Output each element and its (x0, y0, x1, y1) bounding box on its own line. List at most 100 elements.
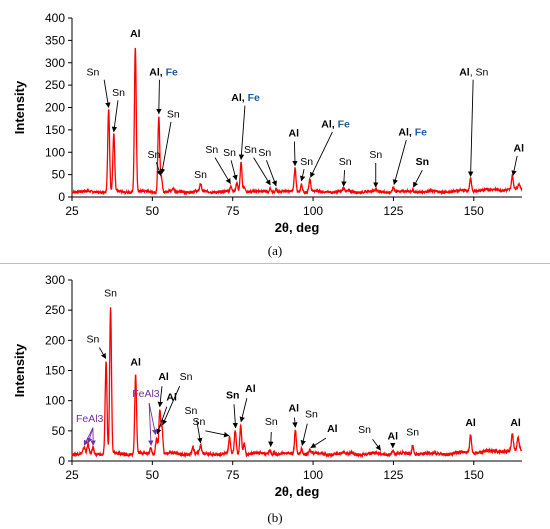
peak-annotation-label: Sn (112, 87, 125, 99)
feal3-arrow (148, 402, 158, 435)
peak-annotation-label: Al (327, 423, 338, 435)
y-tick-label: 150 (45, 123, 65, 137)
annotation-arrow (156, 406, 168, 435)
y-axis-title: Intensity (12, 80, 27, 134)
peak-annotation-label: Sn (300, 156, 313, 168)
annotation-arrow (157, 386, 163, 408)
peak-annotation-label: Al, Fe (149, 66, 178, 78)
peak-annotation-label: Al (514, 142, 525, 154)
peak-annotation-label: Sn (223, 147, 236, 159)
y-tick-label: 50 (52, 168, 66, 182)
y-tick-label: 400 (45, 11, 65, 25)
x-tick-label: 125 (383, 204, 403, 218)
x-tick-label: 75 (226, 204, 240, 218)
y-tick-label: 350 (45, 33, 65, 47)
peak-annotation-label: Al (388, 430, 399, 442)
y-tick-label: 100 (45, 394, 65, 408)
peak-annotation-label: Sn (148, 149, 161, 161)
annotation-arrow (268, 432, 274, 448)
chart-panel-a: 0 50 100 150 200 250 300 350 400 25 50 75 100 125 150 2… (12, 11, 524, 235)
y-tick-label: 300 (45, 273, 65, 287)
x-tick-label: 150 (464, 204, 484, 218)
diffraction-series-line (71, 307, 523, 459)
annotation-arrow (155, 161, 162, 177)
annotation-arrow (239, 398, 248, 423)
peak-annotation-label: Al, Fe (398, 127, 427, 139)
x-tick-label: 50 (146, 204, 160, 218)
x-tick-label: 25 (65, 468, 79, 482)
annotation-arrow (300, 423, 308, 446)
peak-annotation-label: Sn (193, 416, 206, 428)
y-tick-label: 50 (52, 424, 66, 438)
peak-annotation-label: Sn (226, 389, 239, 401)
y-tick-label: 300 (45, 56, 65, 70)
annotation-arrow (205, 430, 230, 438)
peak-annotation-label: FeAl3 (132, 388, 160, 400)
peak-annotation-label: Al (510, 417, 521, 429)
peak-annotation-label: Al, Fe (231, 92, 260, 104)
peak-annotation-label: Sn (167, 108, 180, 120)
peak-annotation-label: Sn (104, 287, 117, 299)
chart-panel-b: 0 50 100 150 200 250 300 25 50 75 100 125 150 2θ, deg… (12, 273, 523, 499)
feal3-arrow (83, 427, 94, 446)
peak-annotation-label: Al (158, 371, 169, 383)
peak-annotation-label: Al (289, 403, 300, 415)
peak-annotation-label: Sn (86, 334, 99, 346)
annotation-arrow (468, 79, 474, 177)
y-tick-label: 250 (45, 303, 65, 317)
annotation-arrow (292, 417, 298, 428)
peak-annotation-label: Al (130, 357, 141, 369)
annotation-arrow (196, 419, 203, 444)
x-axis-title: 2θ, deg (275, 220, 320, 235)
peak-annotation-label: Sn (265, 416, 278, 428)
annotation-arrow (230, 160, 238, 181)
annotation-arrow (266, 160, 277, 187)
x-axis-title: 2θ, deg (275, 484, 320, 499)
y-tick-label: 250 (45, 78, 65, 92)
diffraction-series-line (71, 47, 523, 196)
annotation-arrow (310, 131, 333, 178)
panel-a-label: (a) (268, 243, 282, 258)
annotation-arrow (214, 157, 231, 185)
peak-annotation-label: Sn (194, 169, 207, 181)
annotation-arrow (253, 157, 271, 186)
peak-annotation-label: Al, Fe (321, 119, 350, 131)
annotation-arrow (159, 121, 172, 175)
peak-annotation-label: Al, Sn (459, 66, 488, 78)
annotation-arrow (372, 439, 381, 451)
annotation-arrow (392, 140, 407, 185)
x-tick-label: 25 (65, 204, 79, 218)
peak-annotation-label: Al (289, 128, 300, 140)
peak-annotation-label: Al (465, 417, 476, 429)
peak-annotation-label: Al (130, 28, 141, 40)
x-tick-label: 125 (383, 468, 403, 482)
panel-b-label: (b) (267, 510, 282, 525)
peak-annotation-label: Sn (406, 427, 419, 439)
x-tick-label: 75 (226, 468, 240, 482)
feal3-arrow (86, 427, 94, 444)
annotation-arrow (292, 141, 298, 167)
peak-annotation-label: Al (245, 383, 256, 395)
peak-annotation-label: Sn (180, 371, 193, 383)
peak-annotation-label: Sn (244, 144, 257, 156)
annotation-arrow (98, 347, 107, 359)
peak-annotation-label: Sn (305, 409, 318, 421)
peak-annotation-label: Sn (205, 144, 218, 156)
y-tick-label: 200 (45, 333, 65, 347)
annotation-arrow (412, 169, 423, 188)
annotation-arrow (156, 79, 162, 115)
feal3-arrow (148, 403, 154, 446)
peak-annotation-label: Al (166, 392, 177, 404)
peak-annotation-label: Sn (416, 156, 429, 168)
x-tick-label: 100 (303, 204, 323, 218)
annotation-arrow (111, 100, 119, 133)
x-tick-label: 150 (464, 468, 484, 482)
y-tick-label: 100 (45, 145, 65, 159)
annotation-arrow (299, 169, 306, 182)
peak-annotation-label: Sn (258, 147, 271, 159)
y-tick-label: 0 (58, 190, 65, 204)
annotation-arrow (341, 170, 347, 187)
peak-annotation-label: Sn (339, 156, 352, 168)
peak-annotation-label: Sn (358, 424, 371, 436)
